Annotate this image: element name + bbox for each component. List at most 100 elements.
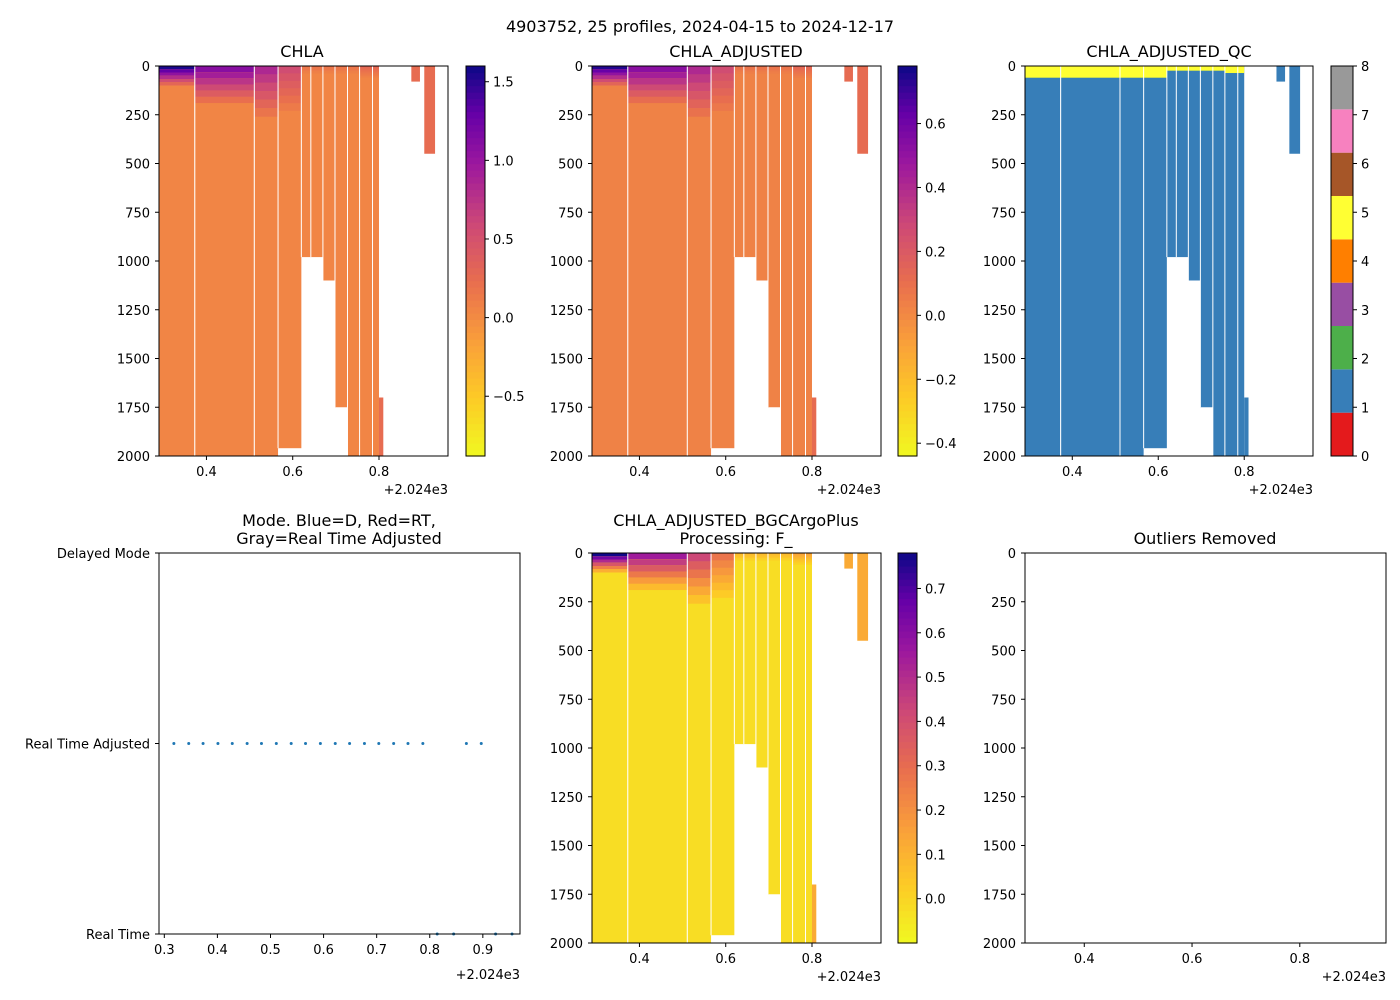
outliers-title: Outliers Removed [1134, 529, 1277, 548]
colorbar-frame [465, 65, 486, 457]
colorbar-step [898, 371, 917, 379]
profile-surface-band [278, 80, 302, 89]
colorbar-step [898, 865, 917, 873]
chla-adjusted-title: CHLA_ADJUSTED [669, 42, 802, 62]
colorbar-step [898, 741, 917, 749]
mode-point [348, 742, 352, 745]
colorbar-step [898, 572, 917, 580]
y-tick-label: 2000 [550, 937, 583, 952]
x-tick-label: 0.8 [419, 943, 440, 958]
y-tick-label: 2000 [983, 937, 1016, 952]
profile-surface-band [743, 553, 756, 555]
profile-surface-band [780, 556, 793, 559]
profile-surface-band [711, 575, 735, 583]
colorbar-step [898, 267, 917, 275]
colorbar-step [466, 235, 485, 243]
colorbar-tick-label: −0.4 [925, 437, 957, 452]
colorbar-tick-label: 0.0 [493, 312, 514, 327]
mode-point [216, 742, 220, 745]
profile-column [627, 553, 687, 943]
colorbar-step [898, 319, 917, 327]
colorbar-step [466, 339, 485, 347]
profile-column [359, 66, 373, 456]
colorbar-step [898, 553, 917, 561]
colorbar-step [466, 124, 485, 132]
profile-column [1188, 66, 1201, 281]
colorbar-step [898, 339, 917, 347]
y-tick-label: 1500 [983, 353, 1016, 368]
colorbar-step [898, 358, 917, 366]
y-tick-label: 1000 [550, 255, 583, 270]
colorbar-step [898, 287, 917, 295]
colorbar-step [466, 170, 485, 178]
colorbar-step [466, 345, 485, 353]
profile-qc-flag [1212, 66, 1225, 71]
colorbar-step [898, 858, 917, 866]
colorbar-step [466, 144, 485, 152]
profile-surface-band [743, 66, 756, 68]
profile-surface-band [334, 71, 348, 73]
mode-point [304, 742, 308, 745]
x-tick-label: 0.8 [802, 465, 823, 480]
profile-late [411, 66, 420, 82]
x-tick-label: 0.9 [472, 943, 493, 958]
profile-surface-band [592, 82, 628, 86]
profile-surface-band [322, 66, 335, 68]
profile-surface-band [359, 71, 373, 74]
colorbar-step [898, 657, 917, 665]
profile-surface-band [301, 69, 311, 72]
profile-surface-band [711, 80, 735, 89]
profile-column [743, 553, 756, 745]
profile-surface-band [159, 75, 195, 79]
colorbar-step [898, 378, 917, 386]
y-tick-label: 1000 [983, 742, 1016, 757]
profile-surface-band [194, 84, 254, 91]
colorbar-step [898, 176, 917, 184]
colorbar-step [898, 404, 917, 412]
profile-surface-band [322, 69, 335, 72]
y-tick-label: 750 [558, 206, 583, 221]
colorbar-step [466, 293, 485, 301]
colorbar-step [466, 66, 485, 74]
colorbar-step [898, 923, 917, 931]
profile-surface-band [734, 69, 744, 72]
colorbar-step [898, 131, 917, 139]
colorbar-step [466, 176, 485, 184]
colorbar-bin [1331, 109, 1353, 153]
mode-point [421, 742, 425, 745]
x-tick-label: 0.8 [1289, 952, 1310, 967]
colorbar-bin [1331, 326, 1353, 370]
colorbar-step [466, 118, 485, 126]
y-tick-label: 1250 [550, 304, 583, 319]
outliers-axes: 0.4 0.6 0.8 +2.024e3 0 250 500 750 1000 1250 1500 1… [983, 547, 1387, 985]
colorbar-step [898, 118, 917, 126]
colorbar-step [898, 189, 917, 197]
y-tick-label: 0 [142, 60, 150, 75]
profile-column [792, 66, 806, 456]
colorbar-tick-label: 0.1 [925, 848, 946, 863]
profile-late [811, 397, 817, 456]
profile-surface-band [743, 72, 756, 74]
colorbar-tick-label: 0.3 [925, 760, 946, 775]
chla-adjusted-qc-axes: 0.4 0.6 0.8 +2.024e3 0 250 500 750 1000 1250 1500 1… [983, 60, 1314, 498]
profile-surface-band [743, 68, 756, 70]
profile-surface-band [711, 88, 735, 96]
profile-surface-band [372, 69, 379, 72]
profile-surface-band [743, 554, 756, 556]
profile-column [194, 66, 254, 456]
profile-late [1244, 397, 1249, 456]
colorbar-step [898, 111, 917, 119]
profile-column [755, 66, 768, 281]
profile-surface-band [792, 560, 806, 563]
colorbar-step [466, 111, 485, 119]
colorbar-step [466, 443, 485, 451]
colorbar-step [466, 423, 485, 431]
colorbar-step [466, 183, 485, 191]
colorbar-step [466, 300, 485, 308]
profile-late [857, 553, 869, 641]
colorbar-step [898, 280, 917, 288]
profile-surface-band [805, 71, 812, 74]
profile-surface-band [767, 68, 781, 70]
colorbar-step [898, 566, 917, 574]
profile-surface-band [254, 82, 279, 92]
